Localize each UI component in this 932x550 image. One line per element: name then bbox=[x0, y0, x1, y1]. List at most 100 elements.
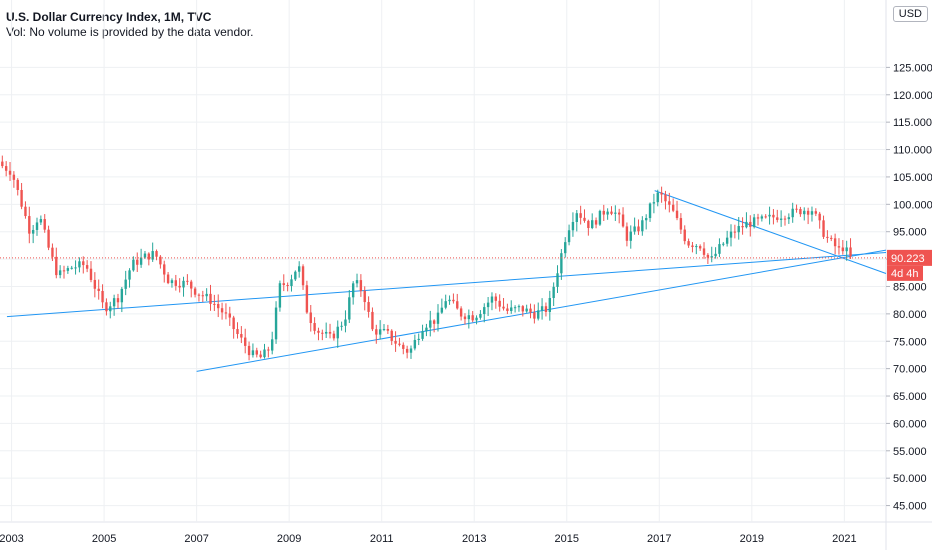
candle-body bbox=[105, 302, 108, 312]
candle-body bbox=[552, 286, 555, 298]
candle-body bbox=[671, 204, 675, 211]
candle-body bbox=[1, 161, 4, 167]
price-label-layer: 90.223 4d 4h bbox=[0, 249, 932, 281]
candle-body bbox=[556, 273, 559, 287]
candle-body bbox=[305, 285, 309, 313]
y-tick-label: 125.000 bbox=[893, 62, 932, 74]
candle-body bbox=[756, 217, 760, 219]
candle-body bbox=[452, 299, 455, 302]
candle-body bbox=[779, 218, 783, 220]
volume-note: Vol: No volume is provided by the data v… bbox=[6, 25, 254, 39]
candle-body bbox=[660, 192, 663, 195]
candle-body bbox=[695, 246, 698, 248]
candle-body bbox=[386, 328, 390, 331]
candle-body bbox=[193, 288, 197, 295]
candle-body bbox=[698, 246, 702, 249]
y-tick-label: 80.000 bbox=[893, 309, 927, 321]
candle-body bbox=[340, 325, 343, 327]
candle-body bbox=[668, 201, 671, 205]
candle-body bbox=[679, 218, 683, 230]
candle-body bbox=[97, 288, 100, 291]
candle-body bbox=[236, 329, 239, 335]
candle-body bbox=[652, 202, 656, 204]
candle-body bbox=[51, 247, 54, 257]
candle-body bbox=[382, 328, 386, 330]
x-tick-label: 2021 bbox=[832, 533, 856, 545]
candle-body bbox=[297, 266, 301, 272]
candle-body bbox=[182, 280, 185, 288]
candle-body bbox=[579, 213, 582, 218]
candle-body bbox=[513, 307, 517, 309]
candle-body bbox=[845, 247, 848, 252]
candle-body bbox=[31, 229, 35, 234]
candle-body bbox=[706, 254, 710, 258]
candle-body bbox=[687, 241, 690, 246]
candle-body bbox=[459, 308, 463, 317]
candle-layer bbox=[1, 155, 852, 361]
x-tick-label: 2007 bbox=[184, 533, 208, 545]
last-price-tag bbox=[887, 249, 932, 266]
candle-body bbox=[533, 312, 536, 319]
candle-body bbox=[286, 285, 289, 287]
candle-body bbox=[664, 194, 667, 202]
chart-title: U.S. Dollar Currency Index, 1M, TVC bbox=[6, 10, 212, 24]
candle-body bbox=[282, 283, 285, 286]
candle-body bbox=[818, 213, 821, 221]
candle-body bbox=[444, 301, 447, 308]
candle-body bbox=[89, 268, 93, 280]
candle-body bbox=[359, 280, 363, 291]
candle-body bbox=[475, 317, 478, 321]
x-tick-label: 2017 bbox=[647, 533, 671, 545]
candle-body bbox=[112, 298, 116, 307]
candle-body bbox=[163, 264, 166, 275]
candle-body bbox=[143, 253, 147, 258]
candle-body bbox=[510, 307, 513, 312]
candle-body bbox=[764, 216, 767, 218]
candle-body bbox=[217, 303, 220, 309]
candle-body bbox=[567, 230, 571, 243]
candle-body bbox=[633, 226, 636, 232]
candle-body bbox=[228, 313, 231, 318]
candle-body bbox=[417, 338, 420, 340]
candle-body bbox=[255, 350, 258, 355]
candle-body bbox=[324, 331, 328, 334]
candle-body bbox=[490, 296, 494, 303]
candle-body bbox=[810, 211, 814, 215]
candle-body bbox=[367, 302, 370, 312]
candle-body bbox=[560, 253, 563, 274]
candle-body bbox=[849, 247, 852, 257]
x-tick-label: 2003 bbox=[0, 533, 24, 545]
candle-body bbox=[170, 280, 174, 284]
candle-body bbox=[159, 256, 162, 265]
candle-body bbox=[548, 297, 551, 312]
candle-body bbox=[128, 270, 131, 280]
candle-body bbox=[806, 210, 810, 215]
x-tick-label: 2011 bbox=[370, 533, 394, 545]
candle-body bbox=[683, 229, 686, 242]
candle-body bbox=[432, 320, 436, 324]
currency-button[interactable]: USD bbox=[892, 6, 928, 22]
candle-body bbox=[220, 308, 224, 313]
y-tick-label: 60.000 bbox=[893, 418, 927, 430]
candle-body bbox=[124, 279, 127, 289]
candle-body bbox=[598, 210, 602, 225]
candle-body bbox=[540, 306, 544, 311]
x-axis: 2003 2005 2007 2009 2011 2013 2015 2017 2019 2021 bbox=[0, 533, 857, 545]
candle-body bbox=[795, 208, 798, 210]
candle-body bbox=[398, 343, 401, 345]
candle-body bbox=[621, 214, 625, 227]
x-tick-label: 2015 bbox=[555, 533, 579, 545]
candle-body bbox=[637, 226, 640, 232]
candle-body bbox=[502, 306, 505, 309]
candle-body bbox=[702, 248, 706, 255]
candle-body bbox=[348, 297, 351, 320]
candle-body bbox=[166, 274, 170, 284]
candle-body bbox=[606, 211, 609, 215]
candle-body bbox=[517, 306, 521, 308]
candle-body bbox=[498, 300, 501, 307]
candle-body bbox=[691, 245, 694, 248]
candle-body bbox=[741, 226, 744, 228]
candle-body bbox=[675, 210, 679, 219]
candle-body bbox=[591, 220, 594, 229]
